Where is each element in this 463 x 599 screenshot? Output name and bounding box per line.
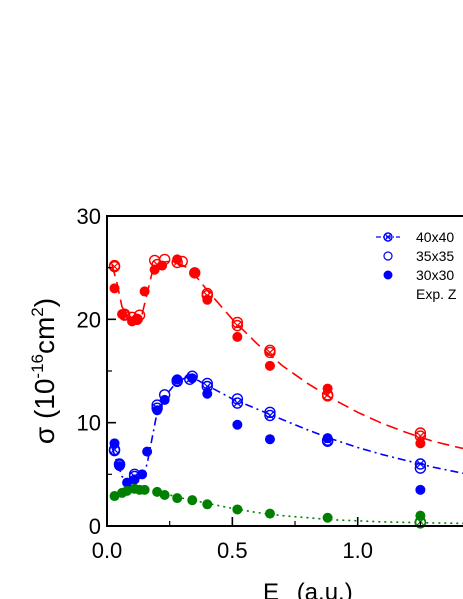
marker-30x30-green [109, 491, 120, 502]
marker-30x30-blue [415, 484, 426, 495]
marker-30x30-red [157, 260, 168, 271]
y-axis-label: σ (10-16cm2) [28, 298, 60, 444]
marker-30x30-green [322, 512, 333, 523]
marker-35x35-blue [414, 462, 427, 474]
marker-40x40-red [231, 319, 244, 332]
marker-30x30-green [415, 510, 426, 521]
marker-40x40-blue [264, 409, 276, 422]
marker-30x30-blue [129, 474, 140, 485]
marker-30x30-blue [109, 438, 120, 449]
marker-30x30-red [264, 360, 275, 371]
marker-30x30-green [172, 493, 183, 504]
marker-40x40-blue [414, 458, 427, 470]
legend-item: Exp. Z [416, 286, 457, 302]
marker-40x40-blue [201, 380, 213, 393]
y-axis-label-unit: cm [29, 317, 60, 354]
y-tick-label: 20 [77, 307, 101, 332]
marker-30x30-red [139, 286, 150, 297]
fit-curve-red [111, 260, 463, 450]
marker-35x35-blue [201, 377, 213, 390]
marker-35x35-blue [231, 393, 244, 405]
fit-curve-blue [111, 376, 463, 483]
marker-30x30-blue [142, 446, 153, 457]
y-axis-label-exponent: -16 [28, 354, 47, 379]
legend: 40x40 35x35 30x30 Exp. Z [376, 229, 457, 302]
marker-30x30-blue [114, 461, 125, 472]
marker-30x30-blue [122, 477, 133, 488]
y-tick-label: 10 [77, 411, 101, 436]
marker-30x30-blue [172, 374, 183, 385]
marker-30x30-green [152, 486, 163, 497]
marker-30x30-blue [322, 433, 333, 444]
marker-35x35-red [108, 259, 121, 272]
y-axis-label-close: ) [29, 298, 60, 307]
marker-30x30-red [117, 309, 128, 320]
y-axis-ticks: 0 10 20 30 [77, 204, 116, 539]
marker-40x40-blue [231, 397, 244, 409]
marker-30x30-red [172, 254, 183, 265]
legend-label: 30x30 [416, 267, 454, 283]
x-tick-label: 0.0 [92, 538, 123, 563]
marker-30x30-green [202, 499, 213, 510]
legend-marker [383, 251, 393, 261]
marker-30x30-blue [202, 388, 213, 399]
marker-30x30-green [159, 490, 170, 500]
marker-30x30-blue [232, 419, 243, 430]
x-axis-label-unit: (a.u.) [297, 579, 353, 599]
marker-30x30-red [415, 438, 426, 449]
marker-35x35-blue [264, 406, 276, 419]
legend-marker [383, 232, 393, 242]
legend-item: 30x30 [383, 267, 454, 283]
marker-30x30-red [322, 383, 333, 394]
marker-30x30-red [149, 264, 160, 275]
marker-30x30-blue [187, 373, 198, 384]
marker-30x30-green [122, 485, 133, 496]
marker-30x30-red [232, 331, 243, 342]
x-axis-label: E... (a.u.) [263, 579, 353, 599]
marker-30x30-blue [137, 469, 148, 480]
x-axis-label-subscript: ... [279, 593, 291, 599]
y-tick-label: 0 [89, 514, 101, 539]
marker-30x30-green [139, 484, 150, 495]
marker-30x30-blue [159, 394, 170, 405]
data-markers [108, 253, 427, 529]
x-tick-label: 0.5 [217, 538, 248, 563]
marker-30x30-blue [264, 434, 275, 445]
y-axis-label-symbol: σ (10 [29, 379, 60, 445]
legend-item: 35x35 [383, 248, 454, 264]
marker-30x30-green [264, 508, 275, 519]
marker-30x30-red [202, 294, 213, 305]
fit-curves [111, 260, 463, 525]
legend-label: 35x35 [416, 248, 454, 264]
y-axis-label-unit-power: 2 [28, 307, 47, 316]
marker-35x35-red [414, 427, 427, 439]
marker-30x30-green [187, 495, 198, 506]
marker-30x30-red [109, 283, 120, 294]
x-tick-label: 1.0 [342, 538, 373, 563]
marker-30x30-red [189, 267, 200, 278]
legend-label: 40x40 [416, 229, 454, 245]
marker-35x35-red [264, 344, 276, 357]
marker-30x30-green [232, 504, 243, 515]
legend-marker [383, 270, 393, 280]
x-axis-ticks: 0.00.51.01 [92, 517, 421, 563]
y-tick-label: 30 [77, 204, 101, 229]
marker-35x35-red [231, 316, 244, 329]
legend-label: Exp. Z [416, 286, 457, 302]
marker-30x30-red [132, 314, 143, 325]
marker-30x30-blue [152, 405, 163, 416]
legend-item: 40x40 [376, 229, 454, 245]
x-axis-label-symbol: E [263, 579, 279, 599]
